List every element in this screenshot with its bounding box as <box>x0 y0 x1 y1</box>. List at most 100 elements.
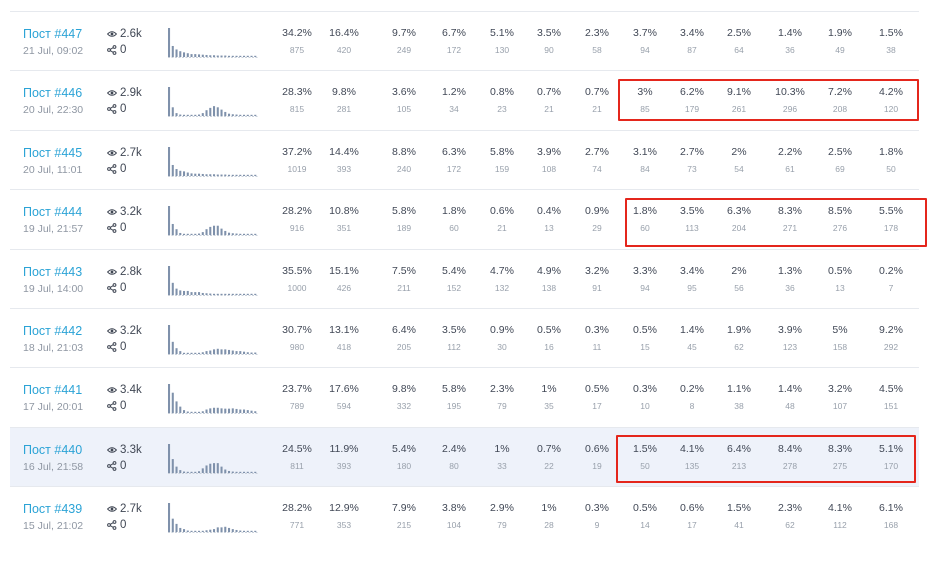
sparkline-bar <box>175 49 178 57</box>
retention-count: 104 <box>446 520 462 531</box>
retention-cell: 1.9% 62 <box>716 309 762 353</box>
retention-percent: 1.4% <box>778 383 802 396</box>
sparkline-bar <box>205 465 208 473</box>
post-link[interactable]: Пост #444 <box>23 205 83 220</box>
sparkline-bar <box>179 351 182 354</box>
retention-percent: 0.3% <box>585 324 609 336</box>
retention-percent: 9.2% <box>879 324 903 336</box>
shares-count: 0 <box>107 400 126 412</box>
retention-count: 64 <box>734 45 744 55</box>
table-row: Пост #444 19 Jul, 21:57 3.2k 0 28.2% 916… <box>10 189 919 248</box>
retention-cell: 6.4% 205 <box>381 309 427 353</box>
sparkline-bar <box>231 408 234 414</box>
retention-percent: 1.5% <box>879 27 903 39</box>
table-row: Пост #442 18 Jul, 21:03 3.2k 0 30.7% 980… <box>10 308 919 367</box>
share-icon <box>107 342 117 352</box>
post-link[interactable]: Пост #441 <box>23 383 83 398</box>
retention-count: 296 <box>782 104 798 115</box>
share-icon <box>107 163 117 174</box>
retention-cell: 0.6% 17 <box>669 487 715 531</box>
retention-cell: 1.5% 41 <box>716 487 762 531</box>
views-value: 3.3k <box>120 443 142 456</box>
retention-count: 34 <box>449 104 459 115</box>
sparkline-bar <box>246 174 249 176</box>
eye-icon <box>107 505 117 513</box>
retention-percent: 7.9% <box>392 502 416 515</box>
sparkline-bar <box>186 290 189 295</box>
retention-percent: 8.8% <box>392 145 416 158</box>
retention-count: 172 <box>446 163 462 174</box>
sparkline-bar <box>254 352 257 354</box>
sparkline-bar <box>183 171 186 176</box>
post-link[interactable]: Пост #442 <box>23 324 83 338</box>
retention-cell: 2% 56 <box>716 250 762 294</box>
retention-cell: 1.4% 48 <box>767 368 813 412</box>
retention-count: 152 <box>446 282 462 293</box>
post-link[interactable]: Пост #440 <box>23 442 83 457</box>
retention-cell: 1.5% 38 <box>868 12 914 56</box>
post-link[interactable]: Пост #445 <box>23 145 83 160</box>
sparkline-bar <box>228 232 231 236</box>
post-link[interactable]: Пост #446 <box>23 86 83 101</box>
retention-percent: 2% <box>731 145 747 158</box>
retention-cell: 6.2% 179 <box>669 71 715 115</box>
retention-percent: 0.5% <box>828 264 852 277</box>
post-link[interactable]: Пост #439 <box>23 502 83 517</box>
retention-cell: 0.7% 22 <box>526 428 572 472</box>
sparkline-bar <box>205 54 208 57</box>
sparkline-bar <box>235 174 238 176</box>
retention-count: 170 <box>883 460 899 471</box>
sparkline-bar <box>235 409 238 414</box>
retention-count: 13 <box>835 282 845 293</box>
post-link[interactable]: Пост #447 <box>23 27 83 41</box>
sparkline-bar <box>250 352 253 354</box>
retention-cell: 10.3% 296 <box>767 71 813 115</box>
retention-count: 58 <box>592 45 602 55</box>
retention-count: 79 <box>497 401 507 412</box>
retention-cell: 8.8% 240 <box>381 131 427 175</box>
views-value: 2.8k <box>120 265 142 278</box>
sparkline-bar <box>224 293 227 295</box>
retention-percent: 3.2% <box>585 264 609 277</box>
shares-count: 0 <box>107 519 126 531</box>
retention-percent: 7.5% <box>392 264 416 277</box>
sparkline-bar <box>228 293 231 295</box>
retention-cell: 1.8% 60 <box>431 190 477 234</box>
retention-count: 594 <box>336 401 352 412</box>
retention-percent: 0.3% <box>585 502 609 515</box>
retention-percent: 1.4% <box>778 27 802 39</box>
retention-percent: 0.5% <box>633 502 657 515</box>
retention-cell: 9.7% 249 <box>381 12 427 56</box>
retention-cell: 4.2% 120 <box>868 71 914 115</box>
views-sparkline <box>168 146 258 177</box>
views-sparkline <box>168 384 258 415</box>
shares-value: 0 <box>120 103 127 116</box>
sparkline-bar <box>190 471 193 473</box>
views-sparkline <box>168 206 258 237</box>
retention-cell: 7.5% 211 <box>381 250 427 294</box>
sparkline-bar <box>220 466 223 473</box>
retention-percent: 3.2% <box>828 383 852 396</box>
retention-percent: 10.3% <box>775 86 805 99</box>
sparkline-bar <box>186 471 189 473</box>
retention-percent: 1% <box>541 383 557 396</box>
retention-cell: 6.3% 204 <box>716 190 762 234</box>
shares-count: 0 <box>107 460 126 472</box>
sparkline-bar <box>213 349 216 354</box>
sparkline-bar <box>175 113 178 117</box>
retention-cell: 3.7% 94 <box>622 12 668 56</box>
retention-cell: 14.4% 393 <box>321 131 367 175</box>
retention-count: 15 <box>640 342 650 352</box>
sparkline-bar <box>243 174 246 176</box>
post-link[interactable]: Пост #443 <box>23 264 83 279</box>
retention-percent: 1.1% <box>727 383 751 396</box>
post-date: 20 Jul, 11:01 <box>23 163 83 176</box>
retention-count: 38 <box>886 45 896 55</box>
retention-percent: 9.7% <box>392 27 416 39</box>
retention-percent: 2.5% <box>727 27 751 39</box>
retention-percent: 3.3% <box>633 264 657 277</box>
table-row: Пост #447 21 Jul, 09:02 2.6k 0 34.2% 875… <box>10 11 919 70</box>
retention-count: 36 <box>785 282 795 293</box>
retention-cell: 0.8% 23 <box>479 71 525 115</box>
retention-percent: 5.1% <box>879 442 903 455</box>
